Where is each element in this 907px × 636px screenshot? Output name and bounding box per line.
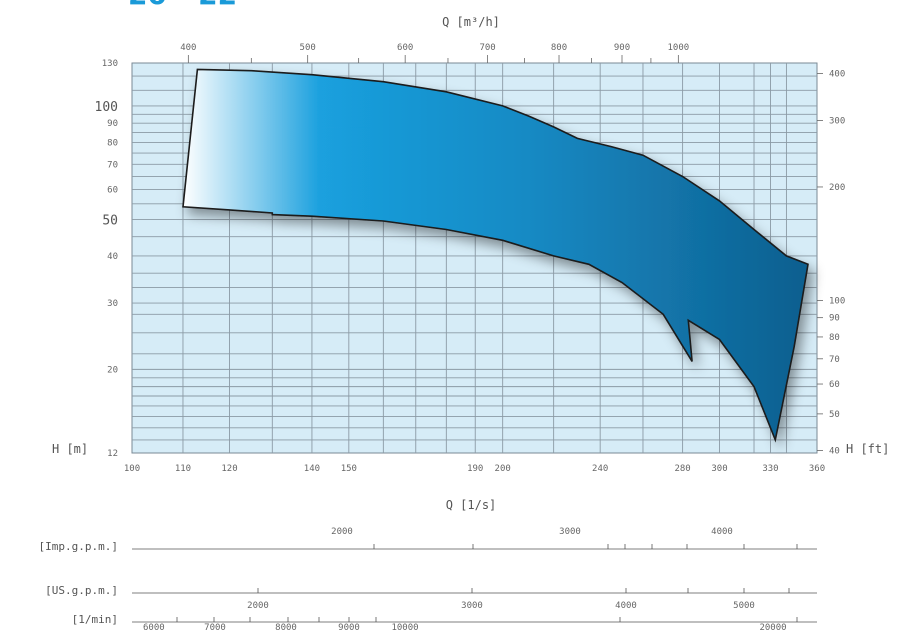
right-tick-label: 100 bbox=[829, 296, 845, 306]
left-axis-label: H [m] bbox=[52, 442, 88, 456]
scale-value: 5000 bbox=[733, 601, 755, 611]
right-tick-label: 40 bbox=[829, 446, 840, 456]
y-tick-label: 40 bbox=[107, 252, 118, 262]
x-tick-label: 240 bbox=[592, 464, 608, 474]
right-tick-label: 400 bbox=[829, 70, 845, 80]
x-tick-label: 150 bbox=[341, 464, 357, 474]
right-axis-ticks: 40 50 60 70 80 90 100 200 300 400 bbox=[817, 70, 845, 456]
y-tick-label: 20 bbox=[107, 365, 118, 375]
scale-value: 3000 bbox=[461, 601, 483, 611]
top-tick-label: 1000 bbox=[668, 43, 690, 53]
y-tick-label: 70 bbox=[107, 160, 118, 170]
x-tick-label: 140 bbox=[304, 464, 320, 474]
scale-value: 7000 bbox=[204, 623, 226, 633]
right-axis-label: H [ft] bbox=[846, 442, 889, 456]
y-tick-label: 50 bbox=[102, 213, 118, 228]
top-tick-label: 500 bbox=[300, 43, 316, 53]
scale-value: 9000 bbox=[338, 623, 360, 633]
right-tick-label: 60 bbox=[829, 380, 840, 390]
y-tick-label: 80 bbox=[107, 138, 118, 148]
x-tick-label: 330 bbox=[762, 464, 778, 474]
scale-value: 2000 bbox=[247, 601, 269, 611]
scale-value: 20000 bbox=[759, 623, 786, 633]
scale-value: 3000 bbox=[559, 527, 581, 537]
y-tick-label: 100 bbox=[95, 100, 118, 115]
top-tick-label: 400 bbox=[180, 43, 196, 53]
scale-label: [US.g.p.m.] bbox=[45, 584, 118, 597]
scale-label: [1/min] bbox=[72, 613, 118, 626]
right-tick-label: 80 bbox=[829, 333, 840, 343]
x-tick-label: 110 bbox=[175, 464, 191, 474]
right-tick-label: 300 bbox=[829, 117, 845, 127]
y-tick-label: 130 bbox=[102, 59, 118, 69]
left-axis-ticks: 12 20 30 40 50 60 70 80 90 100 130 bbox=[95, 59, 118, 459]
scale-value: 2000 bbox=[331, 527, 353, 537]
x-tick-label: 200 bbox=[495, 464, 511, 474]
chart-title: 20 - 22 bbox=[128, 0, 237, 11]
y-tick-label: 90 bbox=[107, 119, 118, 129]
scale-value: 10000 bbox=[391, 623, 418, 633]
right-tick-label: 50 bbox=[829, 410, 840, 420]
x-tick-label: 100 bbox=[124, 464, 140, 474]
top-tick-label: 800 bbox=[551, 43, 567, 53]
x-tick-label: 120 bbox=[221, 464, 237, 474]
top-tick-label: 900 bbox=[614, 43, 630, 53]
x-tick-label: 190 bbox=[467, 464, 483, 474]
scale-label: [Imp.g.p.m.] bbox=[39, 540, 118, 553]
y-tick-label: 60 bbox=[107, 186, 118, 196]
scale-value: 4000 bbox=[615, 601, 637, 611]
x-tick-label: 360 bbox=[809, 464, 825, 474]
top-axis-ticks: 400 500 600 700 800 900 1000 bbox=[180, 43, 689, 63]
right-tick-label: 200 bbox=[829, 183, 845, 193]
scale-value: 8000 bbox=[275, 623, 297, 633]
y-tick-label: 30 bbox=[107, 299, 118, 309]
right-tick-label: 90 bbox=[829, 314, 840, 324]
x-tick-label: 300 bbox=[711, 464, 727, 474]
bottom-axis-label: Q [1/s] bbox=[446, 498, 497, 512]
top-axis-label: Q [m³/h] bbox=[442, 15, 500, 29]
conversion-scales: [Imp.g.p.m.] 2000 3000 4000 [US.g.p.m.] 2000 3… bbox=[39, 527, 817, 633]
top-tick-label: 600 bbox=[397, 43, 413, 53]
bottom-axis-ticks: 100 110 120 140 150 190 200 240 280 300 330 360 bbox=[124, 464, 825, 474]
x-tick-label: 280 bbox=[674, 464, 690, 474]
scale-value: 6000 bbox=[143, 623, 165, 633]
y-tick-label: 12 bbox=[107, 449, 118, 459]
right-tick-label: 70 bbox=[829, 355, 840, 365]
operating-envelope bbox=[182, 68, 809, 443]
top-tick-label: 700 bbox=[479, 43, 495, 53]
scale-value: 4000 bbox=[711, 527, 733, 537]
